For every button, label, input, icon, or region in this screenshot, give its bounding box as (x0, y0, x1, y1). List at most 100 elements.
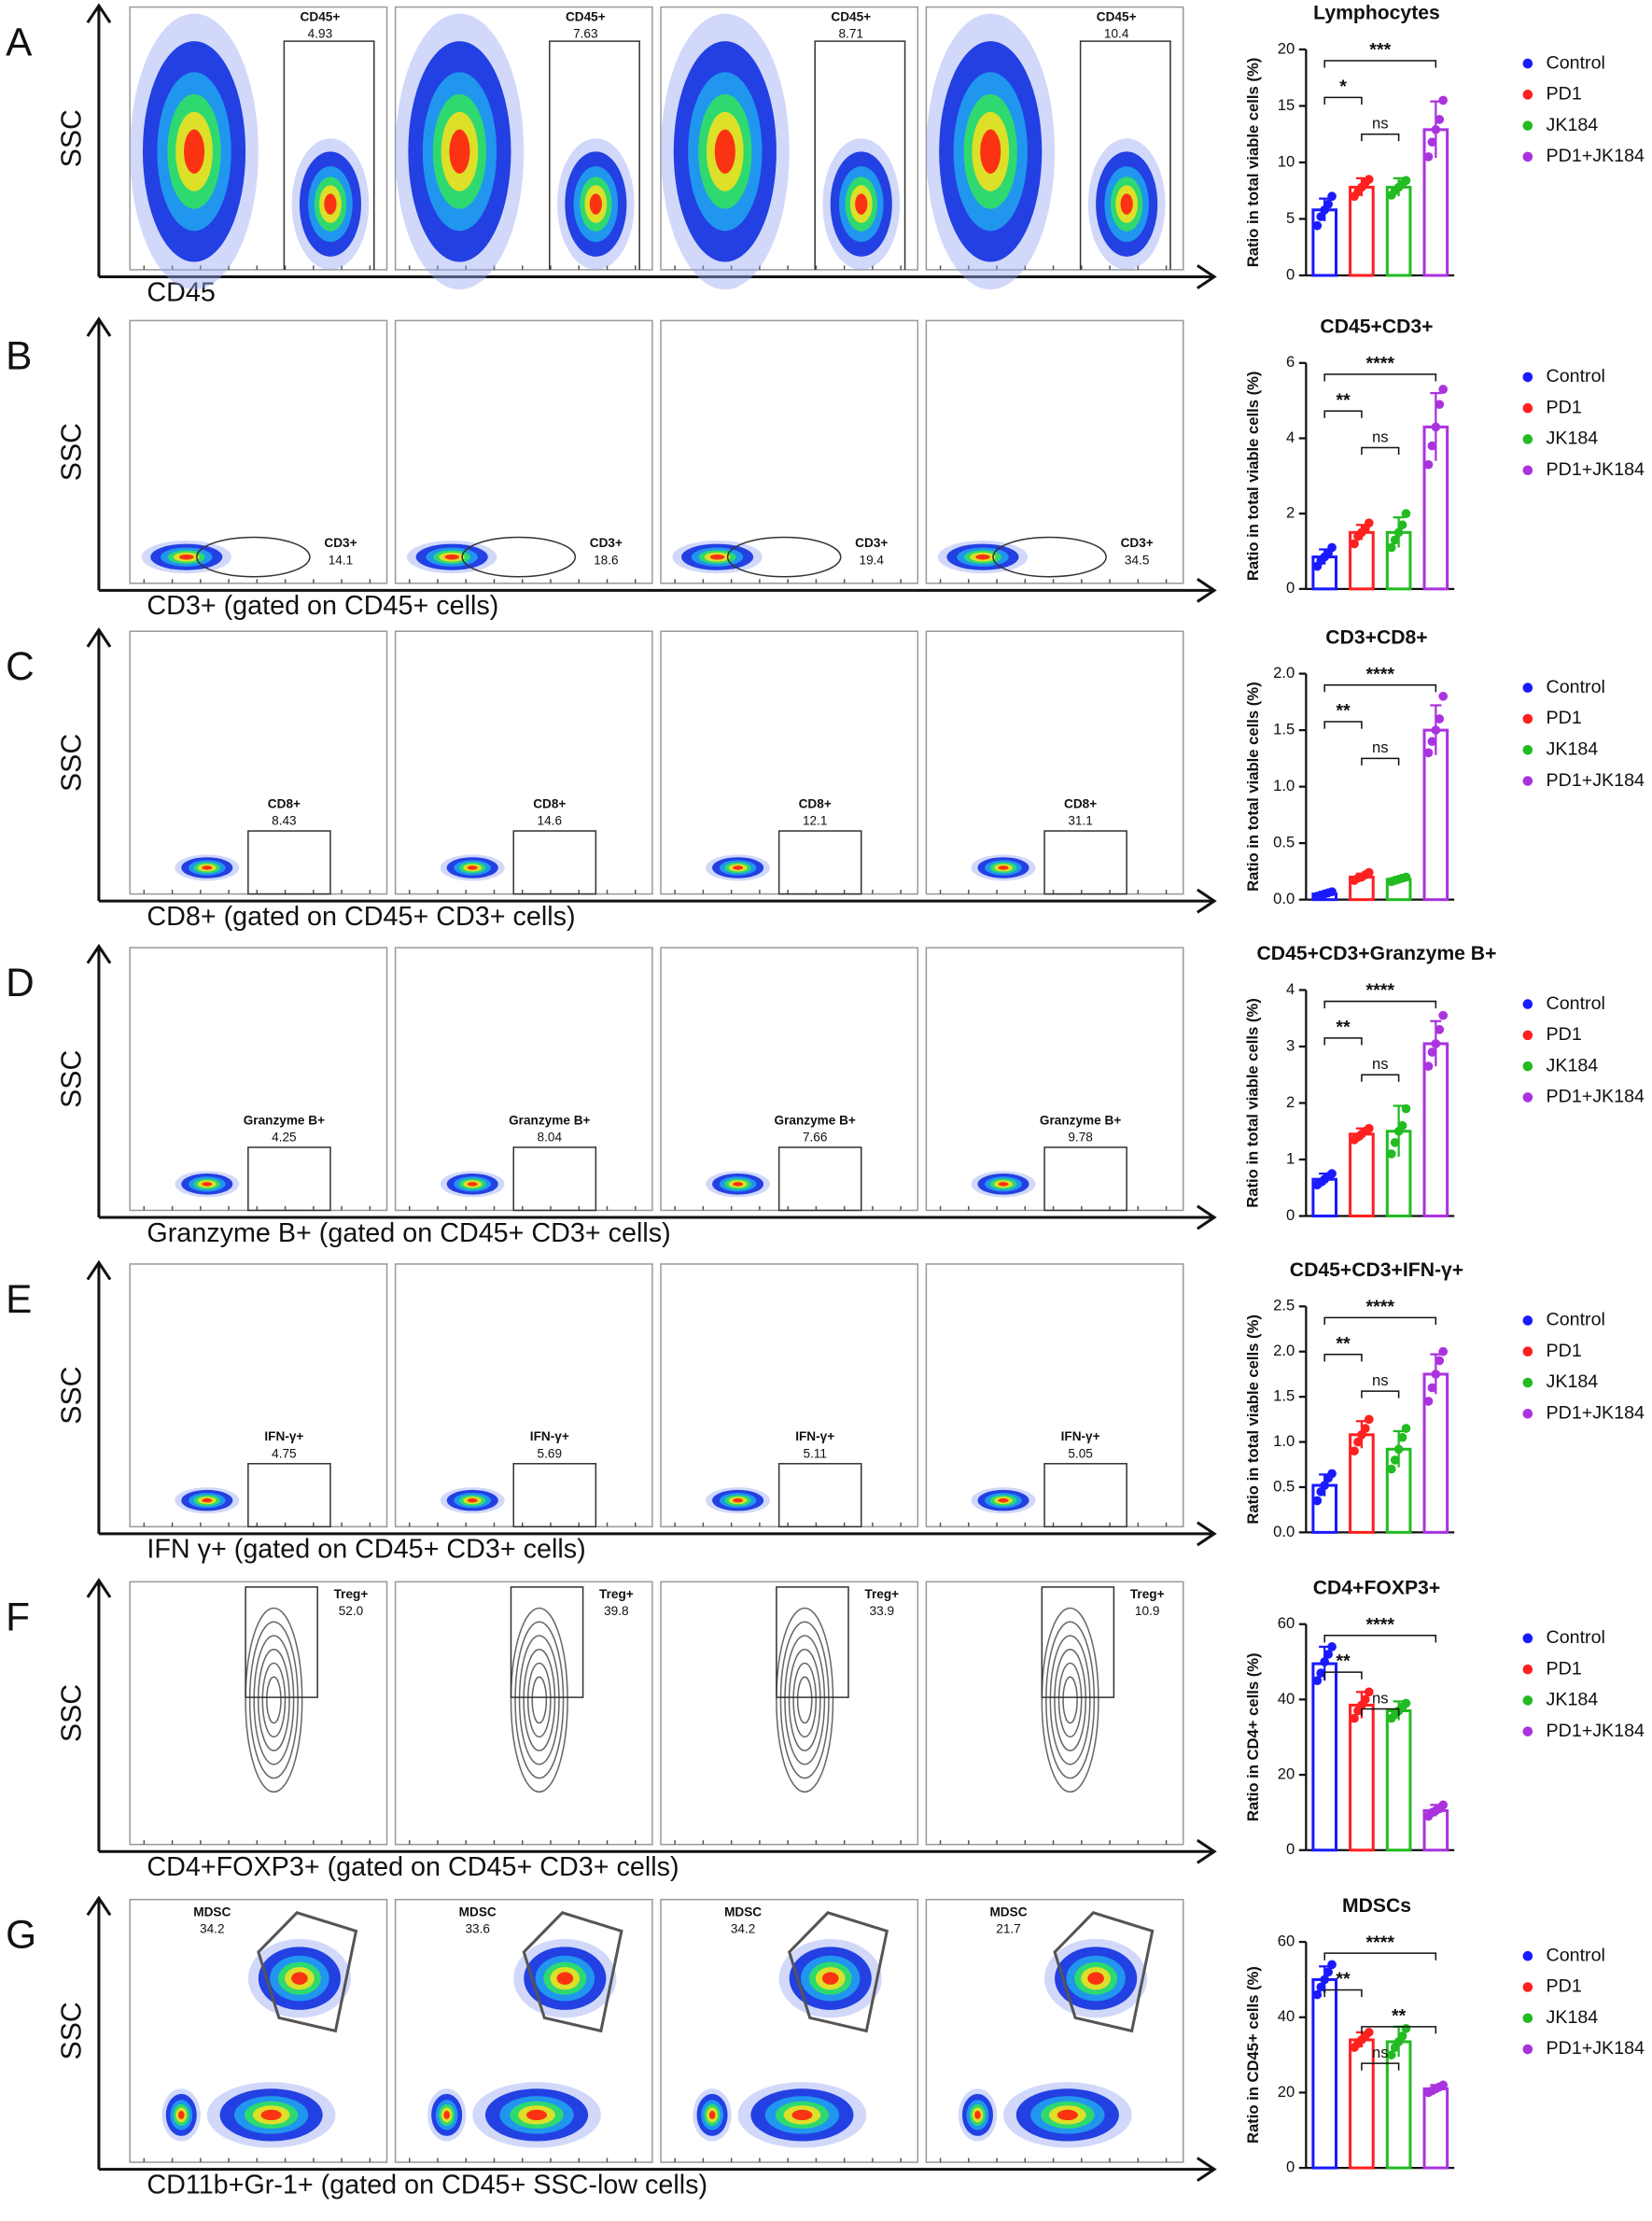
gate-value: 34.2 (731, 1922, 756, 1936)
contour (531, 1676, 548, 1724)
data-point (1386, 2050, 1396, 2059)
gate-name: Granzyme B+ (244, 1113, 325, 1127)
data-point (1427, 1383, 1437, 1393)
data-point (1431, 1039, 1441, 1048)
bar (1385, 186, 1412, 277)
arrow-head (1197, 577, 1217, 603)
y-tick-label: 1 (1286, 1149, 1295, 1167)
data-point (1364, 1123, 1374, 1133)
contour (788, 1649, 821, 1751)
y-axis-label: SSC (57, 1367, 88, 1425)
flow-plot: CD45+ 4.93 (129, 6, 388, 290)
gate-value: 18.6 (594, 553, 619, 567)
data-point (1397, 2031, 1407, 2041)
gate-value: 5.11 (803, 1446, 826, 1460)
y-tick-label: 2.0 (1273, 664, 1295, 682)
gate-name: IFN-γ+ (264, 1429, 303, 1443)
plot-frame (660, 319, 919, 584)
chart-title: CD45+CD3+Granzyme B+ (1257, 943, 1497, 964)
contour (523, 1649, 556, 1751)
gate (726, 536, 842, 578)
plot-frame (925, 319, 1184, 584)
gate-value: 39.8 (604, 1604, 629, 1618)
gate-name: MDSC (989, 1905, 1027, 1919)
significance-label: ** (1336, 1652, 1351, 1672)
arrow-head (1197, 1521, 1217, 1547)
data-point (1350, 1446, 1359, 1456)
significance-label: **** (1365, 664, 1394, 684)
gate-name: MDSC (459, 1905, 497, 1919)
panel-letter: G (6, 1913, 36, 1957)
significance-bracket (1361, 2062, 1400, 2071)
legend-label: Control (1547, 677, 1605, 697)
gate-value: 31.1 (1068, 814, 1093, 828)
gate-value: 14.1 (329, 553, 354, 567)
x-axis-label: CD45 (147, 277, 215, 307)
gate (512, 830, 597, 895)
legend-label: JK184 (1547, 1690, 1599, 1710)
legend-marker (1522, 682, 1533, 694)
legend-label: Control (1547, 1310, 1605, 1330)
gate-value: 14.6 (538, 814, 563, 828)
legend-label: JK184 (1547, 115, 1599, 135)
gate-value: 7.66 (803, 1131, 828, 1145)
data-point (1438, 1346, 1449, 1356)
bar (1385, 1708, 1412, 1852)
legend-marker (1522, 1315, 1533, 1326)
x-axis-label: CD4+FOXP3+ (gated on CD45+ CD3+ cells) (147, 1852, 679, 1882)
gate (992, 536, 1107, 578)
density-level (980, 129, 1001, 174)
significance-label: ns (1372, 738, 1389, 756)
arrow-head (1197, 2157, 1217, 2182)
significance-label: ** (1336, 1969, 1351, 1989)
y-tick-label: 0 (1286, 265, 1295, 283)
legend-label: Control (1547, 1627, 1605, 1648)
significance-label: ** (1336, 1017, 1351, 1037)
legend-label: PD1 (1547, 397, 1582, 417)
legend-label: Control (1547, 366, 1605, 387)
significance-bracket (1323, 1000, 1437, 1009)
flow-plot: MDSC 34.2 (660, 1898, 919, 2163)
significance-label: *** (1369, 40, 1391, 61)
y-axis-label: SSC (57, 1684, 88, 1742)
gate (247, 1463, 331, 1528)
gate-value: 19.4 (860, 553, 885, 567)
arrow-head (1197, 1204, 1217, 1230)
gate-value: 4.93 (308, 27, 333, 41)
significance-label: ns (1372, 1055, 1389, 1073)
data-point (1361, 1424, 1370, 1433)
plot-frame (925, 1263, 1184, 1528)
gate-value: 4.25 (272, 1131, 297, 1145)
plot-frame (394, 1263, 653, 1528)
data-point (1435, 400, 1445, 410)
flow-plot: CD8+ 14.6 (394, 630, 653, 895)
gate-value: 52.0 (339, 1604, 364, 1618)
y-tick-label: 0 (1286, 2158, 1295, 2176)
data-point (1386, 1149, 1396, 1159)
flow-plot: CD3+ 18.6 (394, 319, 653, 584)
gate (549, 40, 640, 270)
significance-bracket (1323, 1671, 1363, 1680)
density-level (202, 1497, 213, 1503)
gate (247, 1146, 331, 1212)
y-tick-label: 2 (1286, 504, 1295, 522)
legend-label: PD1+JK184 (1547, 1402, 1645, 1423)
gate-name: CD3+ (590, 536, 623, 550)
chart-title: MDSCs (1342, 1895, 1411, 1917)
y-axis-label: Ratio in total viable cells (%) (1244, 682, 1262, 892)
gate (247, 830, 331, 895)
data-point (1327, 1642, 1337, 1652)
significance-label: ns (1372, 115, 1389, 133)
chart-title: CD4+FOXP3+ (1313, 1577, 1440, 1598)
y-tick-label: 0.0 (1273, 1523, 1295, 1540)
y-tick-label: 6 (1286, 353, 1295, 371)
significance-bracket (1361, 1074, 1400, 1082)
density-level (998, 865, 1009, 870)
gate-name: CD45+ (831, 9, 871, 23)
bar (1311, 1662, 1338, 1852)
data-point (1323, 1650, 1333, 1659)
flow-plot: Granzyme B+ 4.25 (129, 947, 388, 1212)
gate (245, 1586, 318, 1698)
data-point (1361, 1694, 1370, 1705)
density-level (1120, 193, 1133, 215)
